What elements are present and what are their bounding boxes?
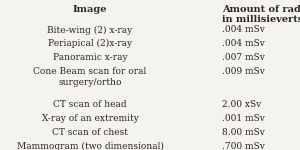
Text: .004 mSv: .004 mSv xyxy=(222,39,265,48)
Text: .001 mSv: .001 mSv xyxy=(222,114,265,123)
Text: Image: Image xyxy=(73,4,107,14)
Text: 2.00 xSv: 2.00 xSv xyxy=(222,100,261,109)
Text: CT scan of chest: CT scan of chest xyxy=(52,128,128,137)
Text: Periapical (2)x-ray: Periapical (2)x-ray xyxy=(48,39,132,48)
Text: .009 mSv: .009 mSv xyxy=(222,67,265,76)
Text: Bite-wing (2) x-ray: Bite-wing (2) x-ray xyxy=(47,26,133,35)
Text: 8.00 mSv: 8.00 mSv xyxy=(222,128,265,137)
Text: X-ray of an extremity: X-ray of an extremity xyxy=(42,114,138,123)
Text: .004 mSv: .004 mSv xyxy=(222,26,265,34)
Text: .700 mSv: .700 mSv xyxy=(222,142,265,150)
Text: Cone Beam scan for oral
surgery/ortho: Cone Beam scan for oral surgery/ortho xyxy=(33,67,147,87)
Text: CT scan of head: CT scan of head xyxy=(53,100,127,109)
Text: Mammogram (two dimensional): Mammogram (two dimensional) xyxy=(16,142,164,150)
Text: Amount of radiation
in millisieverts (mSv): Amount of radiation in millisieverts (mS… xyxy=(222,4,300,24)
Text: Panoramic x-ray: Panoramic x-ray xyxy=(53,53,127,62)
Text: .007 mSv: .007 mSv xyxy=(222,53,265,62)
